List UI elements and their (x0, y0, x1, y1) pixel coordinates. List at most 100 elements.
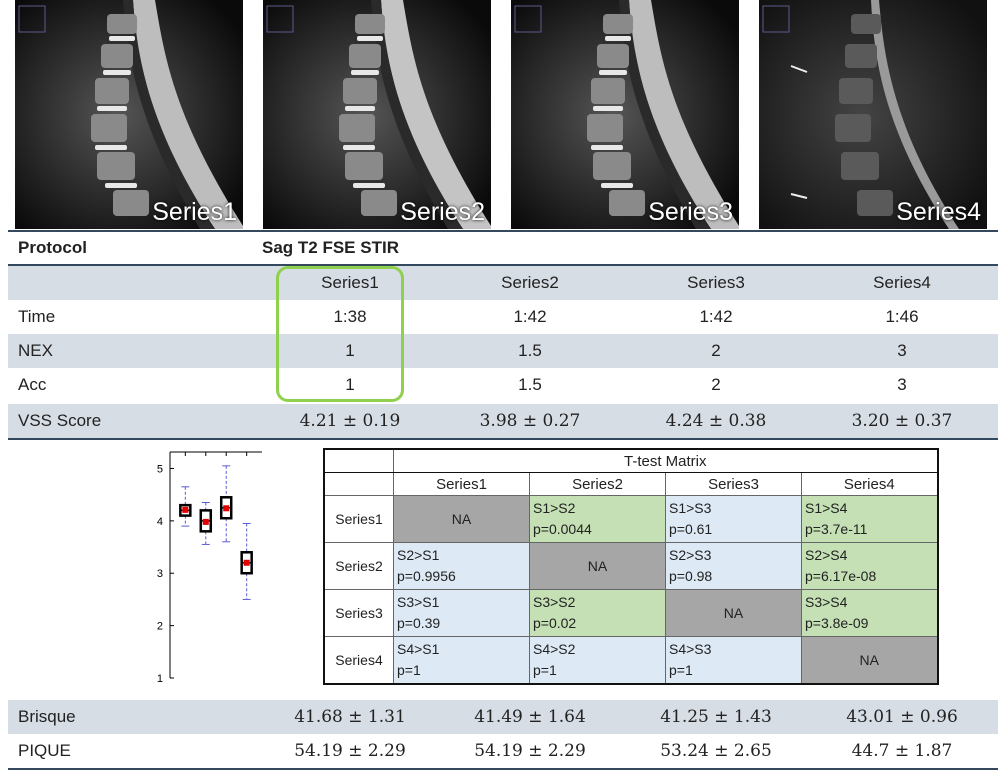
row-label: PIQUE (18, 741, 71, 760)
cell-value: 3 (897, 375, 907, 394)
y-tick-label: 4 (157, 516, 163, 528)
cell-value: 1:38 (333, 307, 367, 326)
na-cell: NA (665, 589, 802, 637)
acc-row: Acc 1 1.5 2 3 (8, 368, 998, 402)
p-value-text: p=3.8e-09 (805, 615, 869, 631)
t-test-cell: S2>S4 p=6.17e-08 (801, 542, 938, 590)
t-test-cell: S3>S1 p=0.39 (393, 589, 530, 637)
cell-value: 1 (345, 375, 355, 394)
na-cell: NA (529, 542, 666, 590)
cell-value: 1:46 (885, 307, 919, 326)
na-cell: NA (801, 636, 938, 685)
cell-value: 2 (711, 375, 721, 394)
t-test-row: Series2 S2>S1 p=0.9956 NA S2>S3 p=0.98 S2>S4 p=… (323, 542, 938, 590)
row-header: Series4 (323, 636, 394, 685)
divider (8, 230, 998, 232)
thumbnail-caption: Series3 (648, 198, 733, 226)
corner-cell (323, 472, 394, 496)
corner-cell (323, 448, 394, 473)
pique-row: PIQUE 54.19 ± 2.29 54.19 ± 2.29 53.24 ± … (8, 734, 998, 768)
mri-image-series3: Series3 (511, 0, 739, 229)
cell-value: 41.68 ± 1.31 (294, 707, 406, 727)
column-header: Series2 (529, 472, 666, 496)
cell-value: 2 (711, 341, 721, 360)
t-test-cell: S1>S3 p=0.61 (665, 495, 802, 543)
cell-value: 1.5 (518, 375, 542, 394)
comparison-text: S2>S4 (805, 547, 848, 563)
thumbnail-caption: Series2 (400, 198, 485, 226)
series-header: Series2 (501, 273, 559, 292)
cell-value: 1 (345, 341, 355, 360)
comparison-text: NA (451, 510, 472, 527)
comparison-text: S3>S2 (533, 594, 576, 610)
row-header: Series1 (323, 495, 394, 543)
mri-spine-image (759, 0, 987, 229)
t-test-cell: S4>S2 p=1 (529, 636, 666, 685)
comparison-text: S3>S4 (805, 594, 848, 610)
comparison-text: NA (587, 557, 608, 574)
t-test-row: Series1 NA S1>S2 p=0.0044 S1>S3 p=0.61 S1>S4 p=… (323, 495, 938, 543)
p-value-text: p=6.17e-08 (805, 568, 877, 584)
vss-score-boxplot: 1 2 3 4 5 (157, 451, 262, 682)
t-test-row: Series4 S4>S1 p=1 S4>S2 p=1 S4>S3 p=1 NA (323, 636, 938, 685)
column-header: Series3 (665, 472, 802, 496)
cell-value: 1.5 (518, 341, 542, 360)
series-header-row: Series1 Series2 Series3 Series4 (8, 266, 998, 300)
cell-value: 44.7 ± 1.87 (851, 741, 953, 761)
t-test-cell: S4>S1 p=1 (393, 636, 530, 685)
selected-series-highlight (276, 266, 404, 402)
mri-spine-image (263, 0, 491, 229)
p-value-text: p=0.0044 (533, 521, 592, 537)
comparison-text: S1>S3 (669, 500, 712, 516)
row-header: Series2 (323, 542, 394, 590)
t-test-title: T-test Matrix (393, 448, 938, 473)
p-value-text: p=1 (533, 662, 557, 678)
t-test-cell: S4>S3 p=1 (665, 636, 802, 685)
row-label: Brisque (18, 707, 76, 726)
comparison-text: S1>S2 (533, 500, 576, 516)
protocol-value: Sag T2 FSE STIR (262, 238, 399, 257)
mean-marker (223, 505, 230, 512)
cell-value: 4.24 ± 0.38 (665, 411, 767, 431)
mri-spine-image (15, 0, 243, 229)
row-label: VSS Score (18, 411, 102, 430)
p-value-text: p=0.98 (669, 568, 713, 584)
t-test-cell: S1>S2 p=0.0044 (529, 495, 666, 543)
comparison-text: S3>S1 (397, 594, 440, 610)
cell-value: 4.21 ± 0.19 (299, 411, 401, 431)
column-header: Series4 (801, 472, 938, 496)
divider (8, 768, 998, 770)
comparison-text: NA (723, 604, 744, 621)
column-header: Series1 (393, 472, 530, 496)
vss-score-row: VSS Score 4.21 ± 0.19 3.98 ± 0.27 4.24 ±… (8, 404, 998, 438)
cell-value: 54.19 ± 2.29 (294, 741, 406, 761)
comparison-text: S4>S3 (669, 641, 712, 657)
t-test-header-row: Series1 Series2 Series3 Series4 (323, 472, 938, 496)
mean-marker (243, 559, 250, 566)
t-test-cell: S2>S3 p=0.98 (665, 542, 802, 590)
y-tick-label: 3 (157, 568, 163, 580)
row-label: NEX (18, 341, 53, 360)
divider (8, 438, 998, 440)
na-cell: NA (393, 495, 530, 543)
cell-value: 1:42 (699, 307, 733, 326)
mri-image-series2: Series2 (263, 0, 491, 229)
cell-value: 41.25 ± 1.43 (660, 707, 772, 727)
series-header: Series4 (873, 273, 931, 292)
series-header: Series1 (321, 273, 379, 292)
brisque-row: Brisque 41.68 ± 1.31 41.49 ± 1.64 41.25 … (8, 700, 998, 734)
cell-value: 1:42 (513, 307, 547, 326)
t-test-matrix: T-test Matrix Series1 Series2 Series3 Se… (323, 448, 939, 685)
comparison-text: S2>S1 (397, 547, 440, 563)
row-label: Time (18, 307, 56, 326)
p-value-text: p=0.39 (397, 615, 441, 631)
comparison-text: NA (859, 651, 879, 668)
row-header: Series3 (323, 589, 394, 637)
nex-row: NEX 1 1.5 2 3 (8, 334, 998, 368)
comparison-text: S1>S4 (805, 500, 848, 516)
series-header: Series3 (687, 273, 745, 292)
p-value-text: p=3.7e-11 (805, 521, 868, 537)
mri-image-series4: Series4 (759, 0, 987, 229)
t-test-row: Series3 S3>S1 p=0.39 S3>S2 p=0.02 NA S3>S4 p=3.… (323, 589, 938, 637)
comparison-text: S4>S2 (533, 641, 576, 657)
